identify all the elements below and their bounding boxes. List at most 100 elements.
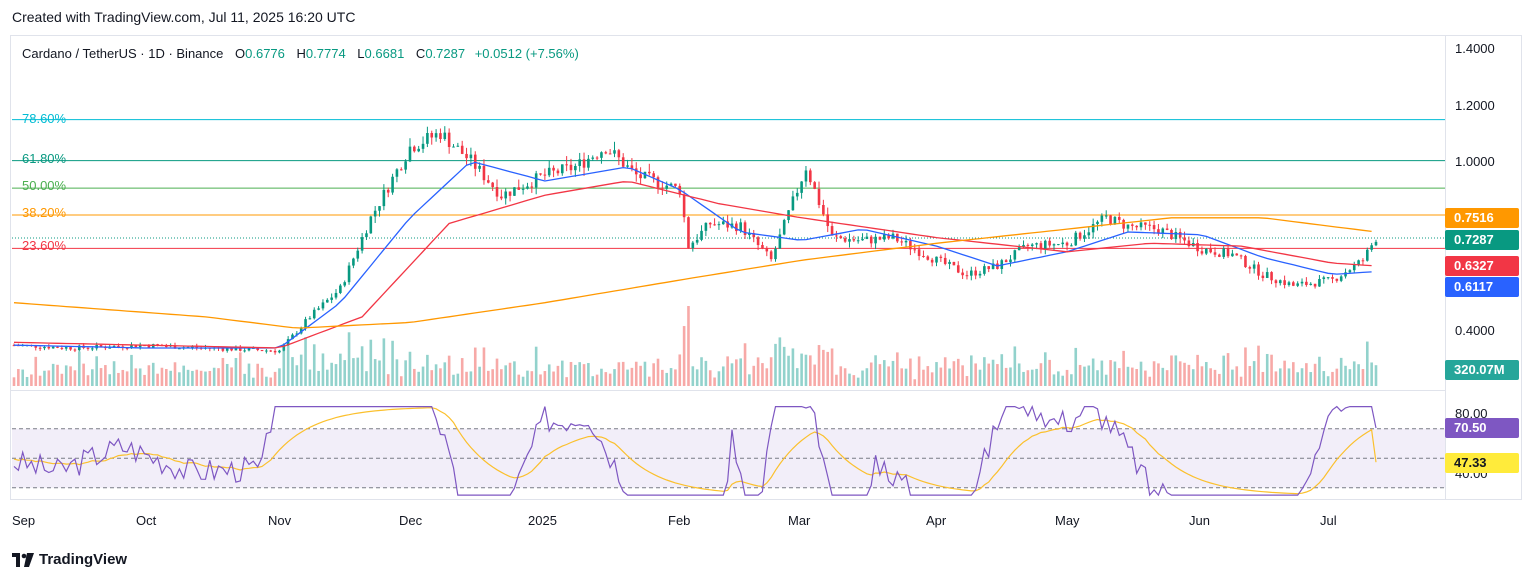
candle-body — [809, 170, 812, 183]
candle-body — [408, 146, 412, 162]
volume-bar — [1326, 376, 1330, 386]
volume-bar — [1004, 367, 1008, 386]
candle-body — [1004, 260, 1008, 263]
candle-body — [1187, 240, 1191, 247]
volume-bar — [800, 353, 803, 386]
candle-body — [1339, 276, 1343, 281]
price-tick: 1.0000 — [1455, 154, 1495, 169]
candle-body — [334, 292, 338, 298]
candle-body — [543, 174, 547, 176]
volume-bar — [1052, 374, 1056, 386]
volume-bar — [1091, 358, 1095, 386]
volume-bar — [1239, 376, 1243, 386]
volume-bar — [539, 374, 542, 386]
candle-body — [225, 348, 229, 351]
volume-bar — [326, 369, 329, 386]
volume-bar — [282, 344, 286, 386]
volume-bar — [1296, 372, 1299, 386]
volume-bar — [887, 366, 890, 386]
volume-bar — [256, 363, 259, 386]
volume-bar — [73, 370, 77, 386]
candle-body — [369, 216, 373, 234]
candle-body — [713, 224, 716, 226]
price-tick: 1.2000 — [1455, 98, 1495, 113]
candle-body — [726, 221, 729, 228]
candle-body — [260, 350, 264, 352]
volume-bar — [739, 358, 742, 386]
volume-bar — [1178, 361, 1182, 386]
volume-bar — [526, 370, 529, 386]
candle-body — [1300, 281, 1304, 284]
candle-body — [1318, 279, 1321, 287]
candle-body — [1017, 247, 1021, 251]
volume-bar — [125, 371, 129, 386]
candle-body — [761, 245, 764, 249]
candle-body — [735, 223, 738, 232]
chart-frame — [10, 35, 1522, 500]
volume-bar — [704, 360, 708, 386]
volume-bar — [1278, 368, 1282, 386]
candle-body — [456, 145, 460, 147]
tradingview-logo[interactable]: TradingView — [12, 551, 127, 568]
volume-bar — [787, 355, 790, 386]
volume-bar — [34, 356, 38, 386]
candle-body — [608, 153, 612, 155]
pane-divider[interactable] — [10, 390, 1446, 391]
volume-bar — [399, 376, 403, 386]
volume-bar — [1244, 347, 1247, 386]
candle-body — [769, 251, 773, 260]
time-label: Mar — [788, 513, 811, 528]
volume-bar — [774, 343, 777, 386]
volume-bar — [217, 368, 220, 386]
volume-bar — [900, 368, 903, 386]
candle-body — [1348, 270, 1352, 273]
candle-body — [956, 265, 960, 273]
volume-bar — [1170, 355, 1173, 386]
volume-bar — [373, 359, 377, 386]
candle-body — [739, 222, 742, 232]
volume-bar — [1274, 371, 1278, 386]
candle-body — [230, 348, 233, 351]
volume-bar — [1157, 363, 1160, 386]
candle-body — [1305, 281, 1308, 285]
symbol-name[interactable]: Cardano / TetherUS · 1D · Binance — [22, 46, 224, 61]
time-label: Sep — [12, 513, 36, 528]
volume-bar — [560, 360, 564, 386]
open-label: O — [235, 46, 246, 61]
candle-body — [882, 234, 886, 240]
volume-bar — [987, 363, 991, 386]
candle-body — [238, 346, 242, 351]
volume-bar — [339, 353, 342, 386]
volume-bar — [1339, 357, 1343, 386]
volume-bar — [1200, 366, 1204, 386]
volume-bar — [195, 369, 199, 386]
volume-bar — [795, 368, 799, 386]
candle-body — [582, 159, 586, 168]
candle-body — [51, 346, 55, 349]
volume-bar — [1100, 360, 1104, 386]
candle-body — [417, 148, 420, 152]
volume-bar — [1035, 368, 1038, 386]
candle-body — [482, 165, 486, 181]
time-label: 2025 — [528, 513, 557, 528]
candle-body — [1361, 260, 1365, 262]
volume-bar — [665, 372, 669, 386]
volume-bar — [1235, 366, 1239, 386]
candle-body — [1252, 264, 1256, 269]
candle-body — [500, 196, 503, 199]
volume-bar — [321, 353, 325, 386]
candle-body — [547, 167, 551, 176]
candle-body — [360, 237, 364, 251]
volume-bar — [299, 354, 303, 386]
volume-bar — [608, 373, 612, 386]
volume-bar — [1209, 368, 1212, 386]
rsi-tick: 80.00 — [1455, 406, 1488, 421]
volume-bar — [1126, 366, 1130, 386]
volume-bar — [661, 369, 664, 386]
candle-body — [800, 181, 803, 193]
volume-bar — [25, 376, 29, 386]
candle-body — [1322, 277, 1326, 280]
volume-bar — [426, 354, 429, 386]
candle-body — [1235, 253, 1239, 256]
